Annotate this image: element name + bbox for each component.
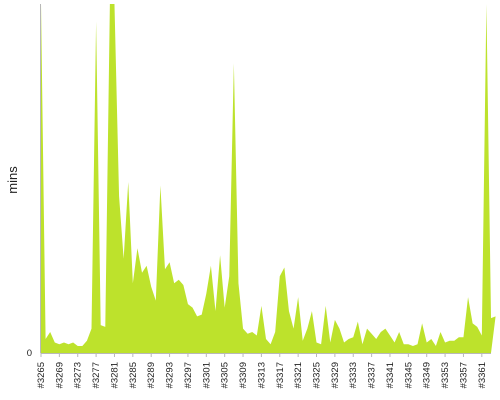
x-tick-label: #3341: [385, 362, 396, 388]
x-tick-label: #3309: [238, 362, 249, 388]
x-tick-label: #3297: [183, 362, 194, 388]
area-series: [41, 4, 496, 353]
y-axis-ticks: 0: [27, 348, 32, 359]
x-tick-label: #3273: [73, 362, 84, 388]
x-tick-label: #3325: [312, 362, 323, 388]
x-tick-label: #3269: [54, 362, 65, 388]
x-tick-label: #3329: [330, 362, 341, 388]
x-tick-label: #3305: [220, 362, 231, 388]
x-tick-label: #3301: [201, 362, 212, 388]
y-tick-label: 0: [27, 348, 32, 359]
x-tick-label: #3285: [128, 362, 139, 388]
x-tick-label: #3353: [440, 362, 451, 388]
x-tick-label: #3277: [91, 362, 102, 388]
x-tick-label: #3349: [422, 362, 433, 388]
x-tick-label: #3333: [348, 362, 359, 388]
x-tick-label: #3293: [165, 362, 176, 388]
x-tick-label: #3317: [275, 362, 286, 388]
x-tick-label: #3357: [458, 362, 469, 388]
x-tick-label: #3337: [367, 362, 378, 388]
chart-marks: [41, 4, 496, 353]
x-axis-ticks: #3265 #3269 #3273 #3277 #3281 #3285 #3289 #3293…: [36, 354, 488, 388]
x-tick-label: #3281: [109, 362, 120, 388]
x-tick-label: #3361: [477, 362, 488, 388]
x-tick-label: #3321: [293, 362, 304, 388]
x-tick-label: #3289: [146, 362, 157, 388]
y-axis-title: mins: [5, 166, 20, 194]
x-tick-label: #3345: [403, 362, 414, 388]
x-tick-label: #3265: [36, 362, 47, 388]
x-tick-label: #3313: [256, 362, 267, 388]
